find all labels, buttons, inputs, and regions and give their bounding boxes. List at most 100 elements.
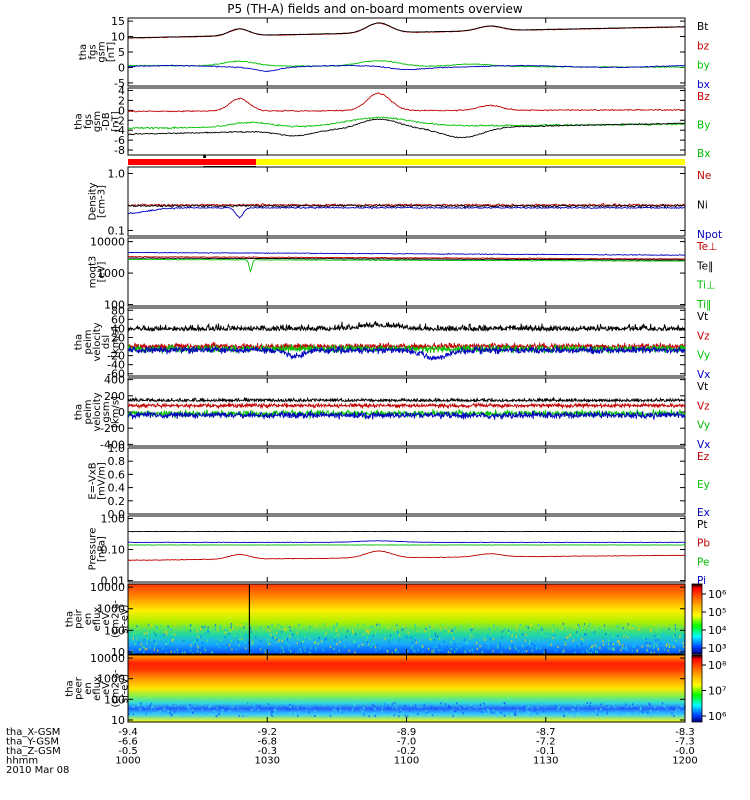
electron-spectrogram-cell <box>491 711 493 714</box>
ion-spectrogram-cell <box>524 639 526 642</box>
ion-spectrogram-cell <box>228 633 230 636</box>
electron-spectrogram-cell <box>541 703 543 706</box>
electron-spectrogram-cell <box>478 705 481 708</box>
ion-spectrogram-cell <box>607 643 610 646</box>
electron-spectrogram-cell <box>613 704 616 707</box>
ion-spectrogram-cell <box>621 647 623 650</box>
ion-spectrogram-cell <box>521 650 523 654</box>
ion-spectrogram-cell <box>476 631 478 634</box>
ion-spectrogram-cell <box>153 631 155 634</box>
y-axis-label: [km/s] <box>110 326 121 358</box>
ion-spectrogram-cell <box>193 640 195 643</box>
footer-value: -7.3 <box>675 737 695 748</box>
ion-spectrogram-cell <box>192 642 194 645</box>
ion-spectrogram-cell <box>183 625 185 628</box>
ion-spectrogram-cell <box>590 651 593 654</box>
electron-spectrogram-cell <box>459 707 461 710</box>
ion-spectrogram-cell <box>471 625 473 628</box>
electron-spectrogram-cell <box>456 713 458 716</box>
ion-spectrogram-cell <box>243 626 245 629</box>
ion-spectrogram-cell <box>572 639 574 642</box>
ion-spectrogram-cell <box>140 647 142 650</box>
electron-spectrogram-cell <box>579 710 581 713</box>
ion-spectrogram-cell <box>487 634 489 637</box>
ion-spectrogram-cell <box>539 629 541 632</box>
ion-spectrogram-cell <box>400 639 402 642</box>
y-tick-label: 0.01 <box>101 575 126 588</box>
ion-spectrogram-cell <box>311 629 313 632</box>
ion-spectrogram-cell <box>504 628 506 632</box>
electron-spectrogram-cell <box>139 708 141 711</box>
electron-spectrogram-cell <box>128 714 130 717</box>
electron-spectrogram-cell <box>456 702 458 705</box>
ion-spectrogram-cell <box>176 640 179 643</box>
electron-spectrogram-cell <box>582 709 584 712</box>
ion-spectrogram-cell <box>492 650 494 653</box>
electron-spectrogram-cell <box>144 706 147 709</box>
ion-spectrogram-cell <box>598 627 601 630</box>
ion-spectrogram-cell <box>325 632 327 635</box>
ion-spectrogram-cell <box>243 651 245 655</box>
electron-spectrogram-cell <box>353 702 355 705</box>
ion-spectrogram-cell <box>545 634 547 638</box>
electron-spectrogram-cell <box>143 708 145 711</box>
electron-spectrogram-cell <box>297 715 299 717</box>
electron-spectrogram-cell <box>455 713 457 716</box>
ion-spectrogram-cell <box>556 637 558 641</box>
electron-spectrogram-cell <box>648 702 650 705</box>
ion-spectrogram-cell <box>230 629 232 632</box>
ion-spectrogram-cell <box>683 645 685 648</box>
electron-spectrogram-cell <box>185 712 188 715</box>
ion-spectrogram-cell <box>371 643 373 646</box>
trace-ti-par <box>127 257 685 261</box>
y-tick-label: 0 <box>118 61 125 74</box>
footer-value: -7.0 <box>397 737 417 748</box>
electron-spectrogram-cell <box>373 712 375 715</box>
ion-spectrogram-cell <box>576 631 578 634</box>
ion-spectrogram-cell <box>632 625 634 628</box>
electron-spectrogram-cell <box>606 705 608 708</box>
ion-spectrogram-cell <box>432 630 434 633</box>
ion-spectrogram-cell <box>581 642 583 645</box>
ion-spectrogram-cell <box>278 630 280 634</box>
electron-spectrogram-cell <box>224 709 227 712</box>
ion-spectrogram-cell <box>247 641 250 644</box>
electron-spectrogram-cell <box>450 709 452 712</box>
ion-spectrogram-cell <box>336 643 338 646</box>
footer-value: 1000 <box>115 756 140 767</box>
ion-spectrogram-cell <box>551 643 554 646</box>
ion-spectrogram-cell <box>379 632 381 635</box>
ion-spectrogram-cell <box>278 639 280 642</box>
ion-spectrogram-cell <box>622 627 624 630</box>
ion-spectrogram-cell <box>674 634 676 637</box>
colorbar-label: 10⁷ <box>708 685 726 698</box>
ion-spectrogram-cell <box>233 634 235 638</box>
ion-spectrogram-cell <box>619 623 621 626</box>
ion-spectrogram-cell <box>589 647 591 650</box>
ion-spectrogram-cell <box>414 624 417 627</box>
electron-spectrogram-cell <box>149 705 151 707</box>
ion-spectrogram-cell <box>404 628 406 631</box>
ion-spectrogram-cell <box>376 623 378 626</box>
ion-spectrogram-cell <box>531 645 533 648</box>
electron-spectrogram-cell <box>373 714 375 717</box>
ion-spectrogram-cell <box>411 646 413 649</box>
ion-spectrogram-cell <box>428 622 430 626</box>
electron-spectrogram-cell <box>189 703 191 706</box>
footer-value: 1130 <box>533 756 558 767</box>
electron-spectrogram-cell <box>431 705 433 708</box>
ion-spectrogram-cell <box>665 623 668 626</box>
ion-spectrogram-cell <box>526 635 528 638</box>
ion-spectrogram-cell <box>218 626 220 629</box>
electron-spectrogram-cell <box>259 705 261 708</box>
ion-spectrogram-cell <box>284 637 286 640</box>
electron-spectrogram-cell <box>578 707 580 710</box>
electron-spectrogram-cell <box>503 714 506 717</box>
footer-row-label: tha_Y-GSM <box>6 737 59 748</box>
ion-spectrogram-cell <box>196 639 198 642</box>
footer-row-label: tha_X-GSM <box>6 727 60 738</box>
electron-spectrogram-cell <box>469 708 471 711</box>
electron-spectrogram-cell <box>537 706 539 709</box>
electron-spectrogram-cell <box>292 713 295 716</box>
y-axis-label: eV <box>101 682 112 695</box>
